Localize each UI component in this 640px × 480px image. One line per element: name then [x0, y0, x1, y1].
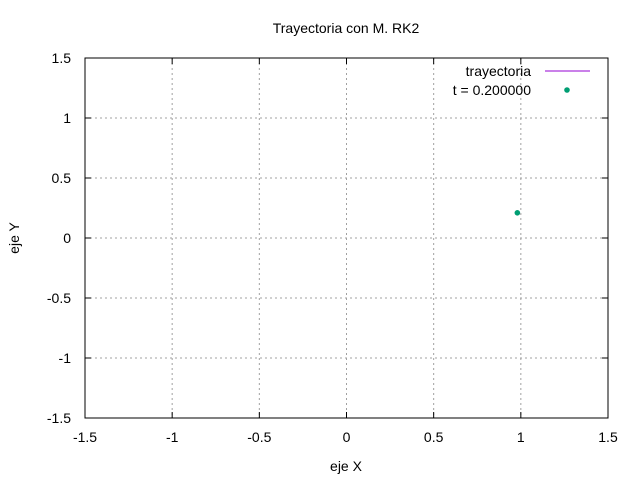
x-tick-label: -1	[166, 429, 179, 445]
y-tick-label: 0.5	[52, 170, 72, 186]
x-tick-label: 1.5	[598, 429, 618, 445]
x-tick-label: 0	[343, 429, 351, 445]
ticks: -1.5 -1 -0.5 0 0.5 1 1.5 1.5 1 0.5 0 -0.5 -1 -1.5	[47, 50, 618, 445]
y-tick-label: 0	[63, 230, 71, 246]
x-axis-label: eje X	[330, 458, 363, 474]
x-tick-label: 0.5	[424, 429, 444, 445]
y-tick-label: 1	[63, 110, 71, 126]
legend-point-marker	[564, 87, 570, 93]
y-tick-label: -1	[59, 350, 72, 366]
legend: trayectoria t = 0.200000	[453, 63, 590, 98]
y-tick-label: 1.5	[52, 50, 72, 66]
y-tick-label: -1.5	[47, 410, 71, 426]
legend-label-trayectoria: trayectoria	[466, 63, 532, 79]
data-points	[514, 210, 521, 216]
legend-label-time: t = 0.200000	[453, 82, 531, 98]
y-tick-label: -0.5	[47, 290, 71, 306]
chart-title: Trayectoria con M. RK2	[273, 20, 420, 36]
legend-swatch-time	[564, 87, 570, 93]
y-axis-label: eje Y	[6, 222, 22, 254]
x-tick-label: 1	[517, 429, 525, 445]
x-tick-label: -1.5	[73, 429, 97, 445]
grid	[85, 58, 608, 418]
x-tick-label: -0.5	[247, 429, 271, 445]
data-point	[514, 210, 521, 216]
